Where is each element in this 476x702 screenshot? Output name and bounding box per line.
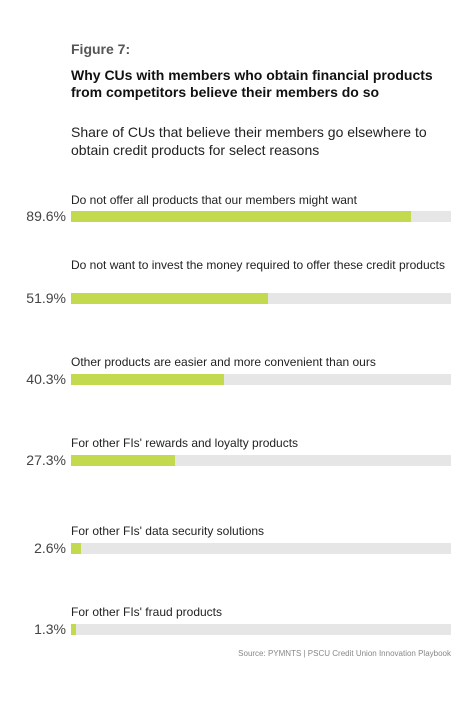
bar xyxy=(71,455,175,466)
bar-label: Do not offer all products that our membe… xyxy=(71,193,357,207)
bar-track xyxy=(71,374,451,385)
bar-label: Other products are easier and more conve… xyxy=(71,355,376,369)
bar-track xyxy=(71,455,451,466)
bar xyxy=(71,211,412,222)
chart-title: Why CUs with members who obtain financia… xyxy=(71,67,433,100)
bar-track xyxy=(71,211,451,222)
source-note: Source: PYMNTS | PSCU Credit Union Innov… xyxy=(238,649,451,658)
figure-label: Figure 7: xyxy=(71,41,131,57)
bar-value-label: 89.6% xyxy=(26,208,66,224)
bar-track xyxy=(71,543,451,554)
bar xyxy=(71,374,225,385)
bar-label: For other FIs' rewards and loyalty produ… xyxy=(71,436,299,450)
bar-label: For other FIs' fraud products xyxy=(71,605,223,619)
bar xyxy=(71,293,269,304)
bar-value-label: 2.6% xyxy=(34,540,66,556)
bar-value-label: 27.3% xyxy=(26,452,66,468)
bar-value-label: 40.3% xyxy=(26,371,66,387)
bar-track xyxy=(71,293,451,304)
bar-value-label: 51.9% xyxy=(26,290,66,306)
bar-value-label: 1.3% xyxy=(34,621,66,637)
bar xyxy=(71,624,76,635)
bar xyxy=(71,543,81,554)
bar-track xyxy=(71,624,451,635)
bar-label: For other FIs' data security solutions xyxy=(71,524,265,538)
bar-label: Do not want to invest the money required… xyxy=(71,258,445,272)
chart-subtitle: Share of CUs that believe their members … xyxy=(71,124,427,158)
